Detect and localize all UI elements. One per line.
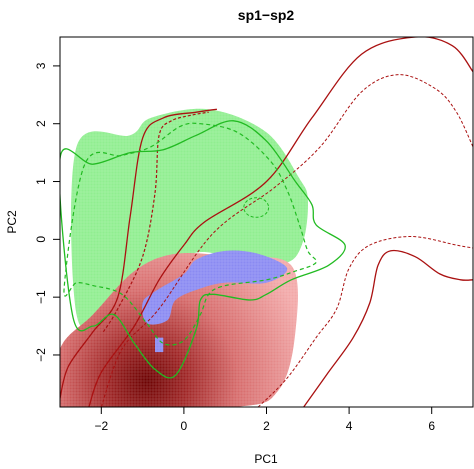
y-tick-label: 1 bbox=[34, 178, 48, 185]
grid-texture-overlay bbox=[60, 37, 473, 407]
y-tick-label: 3 bbox=[34, 62, 48, 69]
x-tick-label: 4 bbox=[346, 419, 353, 433]
y-axis: −2 −1 0 1 2 3 bbox=[34, 62, 61, 362]
sp2-secondary-contour bbox=[60, 108, 217, 399]
y-axis-label: PC2 bbox=[5, 210, 19, 234]
chart-title: sp1−sp2 bbox=[238, 7, 295, 23]
sp2-inner-contour bbox=[100, 74, 473, 407]
x-tick-label: 2 bbox=[263, 419, 270, 433]
x-tick-label: 6 bbox=[428, 419, 435, 433]
y-tick-label: −2 bbox=[34, 348, 48, 362]
x-tick-label: −2 bbox=[94, 419, 108, 433]
y-tick-label: −1 bbox=[34, 290, 48, 304]
plot-area bbox=[60, 37, 473, 407]
sp1-small-contour bbox=[243, 197, 270, 218]
sp2-outer-lower-contour bbox=[303, 249, 473, 407]
y-tick-label: 0 bbox=[34, 236, 48, 243]
x-axis-label: PC1 bbox=[254, 452, 278, 466]
y-tick-label: 2 bbox=[34, 120, 48, 127]
x-tick-label: 0 bbox=[181, 419, 188, 433]
sp2-secondary-dashed-contour bbox=[102, 111, 209, 333]
sp1-outer-contour bbox=[60, 120, 346, 379]
sp2-inner-lower-contour bbox=[257, 235, 473, 407]
sp2-outer-contour bbox=[88, 37, 473, 407]
x-axis: −2 0 2 4 6 bbox=[94, 406, 435, 433]
